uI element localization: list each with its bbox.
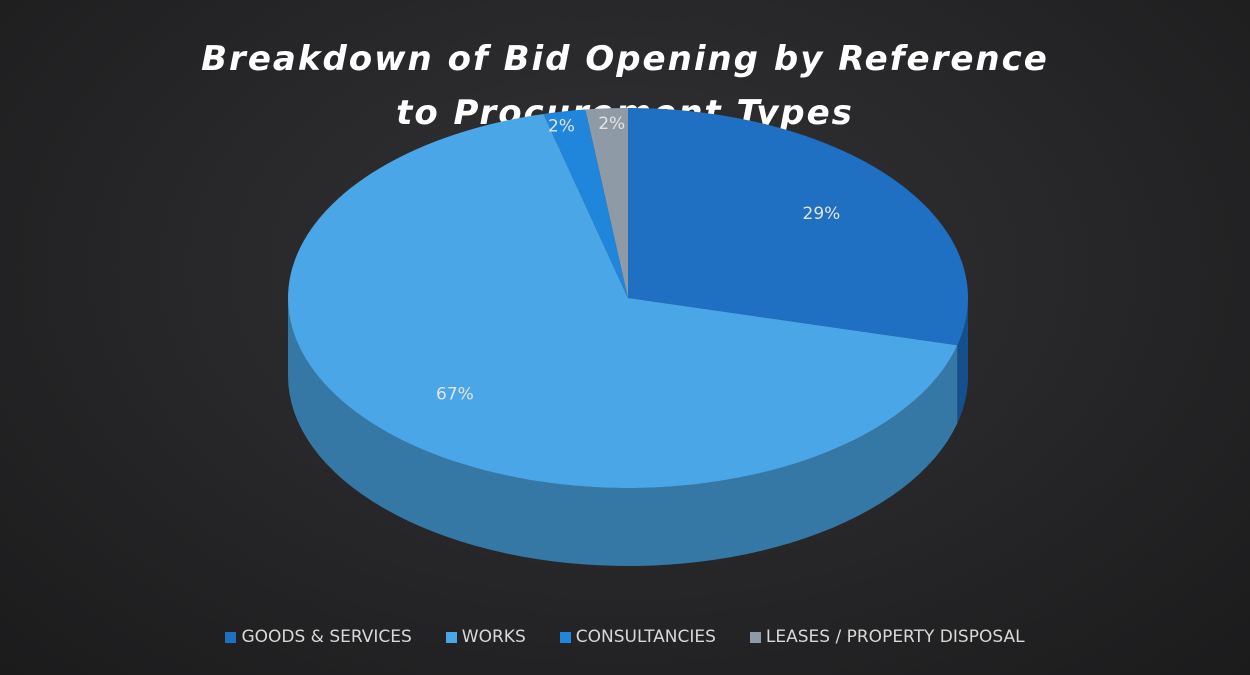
legend-label: WORKS <box>461 627 526 647</box>
legend-item: WORKS <box>445 627 526 647</box>
legend-item: GOODS & SERVICES <box>225 627 412 647</box>
data-label: 29% <box>803 204 841 224</box>
legend-swatch <box>749 631 761 643</box>
legend-label: GOODS & SERVICES <box>241 627 412 647</box>
legend-label: LEASES / PROPERTY DISPOSAL <box>765 627 1025 647</box>
legend: GOODS & SERVICES WORKS CONSULTANCIES LEASES… <box>0 627 1250 647</box>
legend-label: CONSULTANCIES <box>575 627 716 647</box>
slice-side <box>288 298 958 566</box>
chart: 29% 67% 2% 2% <box>288 108 968 566</box>
legend-item: LEASES / PROPERTY DISPOSAL <box>749 627 1025 647</box>
legend-item: CONSULTANCIES <box>559 627 716 647</box>
slice <box>543 109 628 299</box>
data-label: 67% <box>436 385 474 405</box>
slice <box>585 108 628 298</box>
data-label: 2% <box>548 117 575 137</box>
legend-swatch <box>225 631 237 643</box>
legend-swatch <box>559 631 571 643</box>
slice <box>628 108 968 346</box>
slice-side <box>957 298 968 424</box>
slice <box>288 113 958 488</box>
legend-swatch <box>445 631 457 643</box>
data-label: 2% <box>598 114 625 134</box>
